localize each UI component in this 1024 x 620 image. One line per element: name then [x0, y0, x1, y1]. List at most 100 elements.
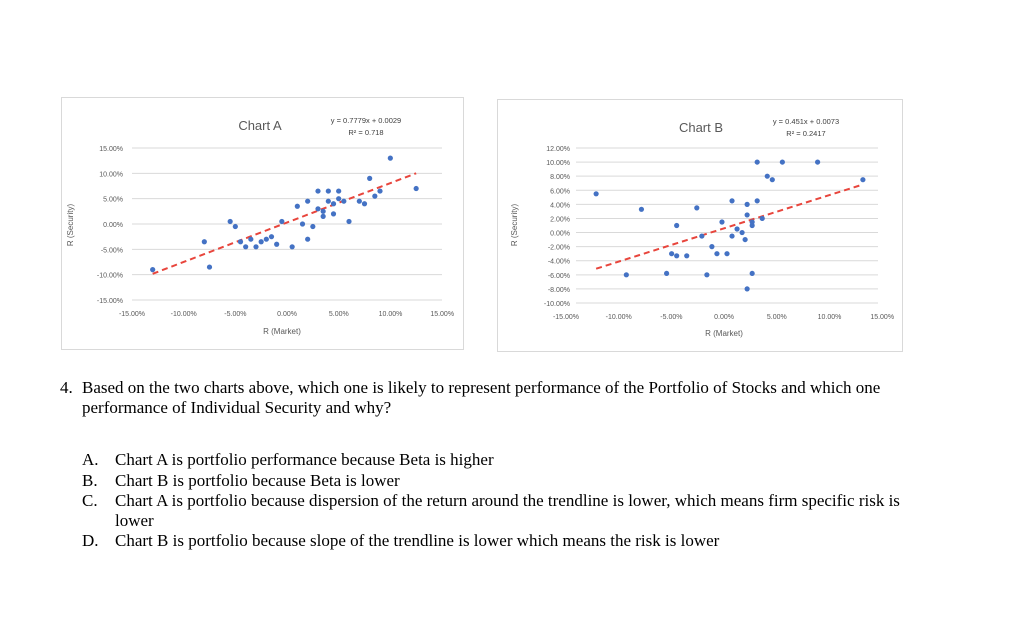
data-point: [764, 173, 770, 179]
y-tick-label: 2.00%: [550, 216, 570, 223]
option-letter: C.: [82, 491, 98, 510]
x-tick-label: 0.00%: [714, 314, 734, 321]
data-point: [704, 272, 710, 278]
y-tick-label: -2.00%: [548, 245, 570, 252]
data-point: [674, 222, 680, 229]
option-d: D. Chart B is portfolio because slope of…: [82, 531, 912, 551]
data-point: [734, 226, 740, 232]
data-point: [719, 219, 725, 225]
data-point: [699, 233, 705, 239]
y-tick-label: -10.00%: [544, 301, 570, 308]
y-tick-label: 12.00%: [546, 146, 570, 153]
data-point: [243, 244, 249, 250]
x-tick-label: 0.00%: [277, 311, 297, 318]
option-letter: D.: [82, 531, 99, 550]
y-tick-label: 8.00%: [550, 174, 570, 181]
y-axis-label: R (Security): [510, 204, 519, 247]
option-text: Chart B is portfolio because Beta is low…: [115, 470, 400, 490]
data-point: [739, 229, 745, 236]
y-tick-label: 0.00%: [550, 231, 570, 238]
data-point: [729, 233, 735, 239]
y-tick-label: -6.00%: [548, 273, 570, 280]
data-point: [248, 236, 254, 242]
data-point: [860, 177, 866, 183]
option-letter: B.: [82, 470, 98, 490]
data-point: [320, 208, 326, 214]
y-tick-label: -8.00%: [548, 287, 570, 294]
x-axis-label: R (Market): [263, 327, 301, 336]
chart-a: 15.00% 10.00% 5.00% 0.00% -5.00% -10.00% -15.0…: [61, 97, 464, 350]
data-point: [623, 272, 629, 278]
data-point: [336, 196, 342, 202]
data-point: [325, 188, 331, 194]
y-tick-label: 4.00%: [550, 202, 570, 209]
data-point: [227, 218, 233, 225]
data-point: [754, 198, 760, 204]
data-point: [330, 211, 337, 217]
data-point: [253, 244, 259, 250]
data-point: [310, 223, 316, 230]
data-point: [377, 188, 383, 194]
data-point: [669, 251, 675, 257]
data-point: [769, 177, 775, 183]
y-tick-label: 6.00%: [550, 188, 570, 195]
data-point: [749, 219, 755, 225]
data-point: [744, 212, 750, 218]
data-point: [744, 201, 750, 207]
y-tick-label: 10.00%: [99, 171, 123, 178]
x-tick-label: 15.00%: [870, 314, 894, 321]
data-point: [674, 253, 680, 259]
data-point: [294, 203, 300, 209]
data-point: [694, 205, 700, 211]
option-a: A. Chart A is portfolio performance beca…: [82, 450, 912, 470]
question-text: Based on the two charts above, which one…: [82, 378, 881, 417]
y-tick-label: 15.00%: [99, 146, 123, 153]
data-point: [356, 198, 362, 204]
data-point: [779, 159, 785, 165]
chart-b-svg: 12.00% 10.00% 8.00% 6.00% 4.00% 2.00% 0.00% -2.…: [510, 117, 894, 338]
data-point: [749, 270, 755, 277]
data-point: [299, 221, 306, 227]
trendline-equation: y = 0.7779x + 0.0029: [331, 116, 401, 125]
chart-title: Chart B: [679, 120, 723, 135]
data-point: [346, 218, 352, 225]
chart-a-svg: 15.00% 10.00% 5.00% 0.00% -5.00% -10.00% -15.0…: [66, 116, 454, 336]
data-point: [206, 264, 213, 270]
data-point: [361, 201, 368, 207]
data-point: [709, 244, 715, 250]
data-point: [232, 223, 238, 230]
data-point: [263, 236, 269, 242]
data-point: [325, 198, 331, 204]
data-point: [744, 286, 750, 292]
data-point: [413, 185, 419, 192]
data-point: [330, 201, 337, 207]
data-point: [684, 253, 690, 259]
data-point: [593, 191, 599, 197]
data-point: [367, 175, 373, 181]
x-tick-label: -5.00%: [224, 311, 246, 318]
data-point: [315, 188, 321, 194]
y-tick-label: 5.00%: [103, 197, 123, 204]
data-point: [638, 206, 645, 212]
y-tick-label: 10.00%: [546, 160, 570, 167]
x-tick-label: -15.00%: [119, 311, 145, 318]
x-tick-label: -15.00%: [553, 314, 579, 321]
trendline: [152, 172, 417, 275]
data-point: [274, 241, 280, 247]
data-point: [714, 251, 720, 257]
data-point: [387, 155, 393, 161]
y-tick-label: -4.00%: [548, 259, 570, 266]
data-point: [268, 234, 275, 240]
x-tick-label: 5.00%: [329, 311, 349, 318]
chart-b: 12.00% 10.00% 8.00% 6.00% 4.00% 2.00% 0.00% -2.…: [497, 99, 903, 352]
trendline: [595, 183, 864, 270]
x-tick-label: -5.00%: [660, 314, 682, 321]
data-point: [729, 198, 735, 204]
option-letter: A.: [82, 450, 99, 469]
data-point: [664, 270, 670, 277]
data-point: [815, 159, 821, 165]
answer-options: A. Chart A is portfolio performance beca…: [82, 450, 912, 552]
x-tick-label: 10.00%: [818, 314, 842, 321]
option-c: C. Chart A is portfolio because dispersi…: [82, 491, 912, 530]
y-axis-label: R (Security): [66, 204, 75, 247]
